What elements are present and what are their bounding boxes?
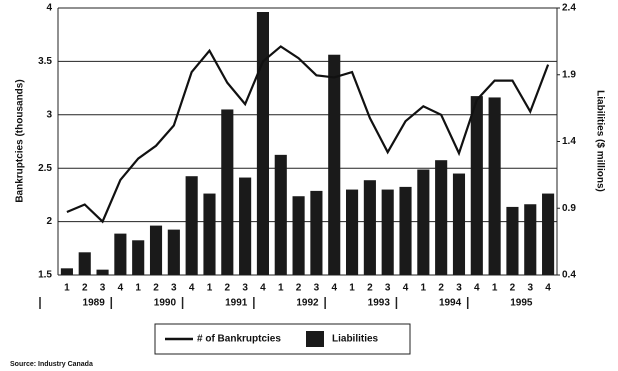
x-tick-label: 2 <box>438 283 444 294</box>
line <box>66 45 550 224</box>
x-tick-label: 4 <box>260 283 266 294</box>
bar <box>96 269 109 275</box>
bar <box>506 206 519 275</box>
legend-swatch <box>306 331 324 347</box>
y-axis-label: Bankruptcies (thousands) <box>15 79 26 202</box>
x-tick-label: 2 <box>82 283 88 294</box>
x-tick-label: 1 <box>278 283 284 294</box>
x-tick-label: 1 <box>207 283 213 294</box>
x-tick-label: 1 <box>64 283 70 294</box>
year-label: 1993 <box>368 298 391 309</box>
bar <box>60 268 73 275</box>
bar <box>417 169 430 275</box>
x-tick-label: 2 <box>296 283 302 294</box>
y2-tick-label: 0.9 <box>562 203 576 214</box>
x-tick-label: 2 <box>225 283 231 294</box>
x-tick-label: 1 <box>349 283 355 294</box>
bar <box>363 180 376 275</box>
y-tick-label: 1.5 <box>38 270 52 281</box>
x-tick-label: 1 <box>421 283 427 294</box>
bar <box>488 97 501 275</box>
year-label: 1992 <box>296 298 319 309</box>
year-label: 1995 <box>510 298 533 309</box>
x-tick-label: 3 <box>242 283 248 294</box>
bar <box>452 173 466 275</box>
bar <box>256 12 270 275</box>
bar <box>542 193 555 275</box>
bar <box>203 193 216 275</box>
bar <box>221 109 234 276</box>
bar <box>274 154 287 275</box>
x-tick-label: 4 <box>331 283 337 294</box>
x-tick-label: 4 <box>118 283 124 294</box>
x-tick-label: 2 <box>510 283 516 294</box>
y2-tick-label: 1.4 <box>562 136 576 147</box>
bar <box>132 240 145 275</box>
x-tick-label: 2 <box>153 283 159 294</box>
y2-tick-label: 0.4 <box>562 270 576 281</box>
bar <box>114 233 127 275</box>
legend-box <box>154 323 411 355</box>
x-tick-label: 4 <box>474 283 480 294</box>
bar <box>470 96 483 275</box>
year-label: 1994 <box>439 298 462 309</box>
x-tick-label: 3 <box>171 283 177 294</box>
source: Source: Industry Canada <box>10 361 93 368</box>
bar <box>328 54 341 275</box>
x-tick-label: 1 <box>492 283 498 294</box>
bar <box>310 190 323 275</box>
bar <box>185 176 198 275</box>
bar <box>524 204 537 275</box>
y2-axis-label: Liabilities ($ millions) <box>594 90 605 192</box>
bar <box>78 252 91 275</box>
x-tick-label: 1 <box>135 283 141 294</box>
bar <box>399 186 412 275</box>
x-tick-label: 2 <box>367 283 373 294</box>
y2-tick-label: 2.4 <box>562 3 576 14</box>
y-tick-label: 2.5 <box>38 163 52 174</box>
bar <box>292 196 305 275</box>
x-tick-label: 3 <box>314 283 320 294</box>
y-tick-label: 2 <box>46 216 52 227</box>
bar <box>345 189 359 275</box>
year-label: 1989 <box>83 298 106 309</box>
bar <box>435 160 448 275</box>
y-tick-label: 3.5 <box>38 56 52 67</box>
y2-tick-label: 1.9 <box>562 69 576 80</box>
bar <box>149 225 163 275</box>
x-tick-label: 3 <box>100 283 106 294</box>
legend-label: Liabilities <box>332 334 379 345</box>
x-tick-label: 3 <box>456 283 462 294</box>
x-tick-label: 4 <box>545 283 551 294</box>
bar <box>381 189 394 275</box>
y-tick-label: 3 <box>46 109 52 120</box>
x-tick-label: 4 <box>189 283 195 294</box>
year-label: 1990 <box>154 298 177 309</box>
y-tick-label: 4 <box>46 3 52 14</box>
year-label: 1991 <box>225 298 248 309</box>
bar <box>239 177 252 275</box>
legend-label: # of Bankruptcies <box>197 334 281 345</box>
bar <box>167 229 180 275</box>
x-tick-label: 4 <box>403 283 409 294</box>
x-tick-label: 3 <box>527 283 533 294</box>
x-tick-label: 3 <box>385 283 391 294</box>
